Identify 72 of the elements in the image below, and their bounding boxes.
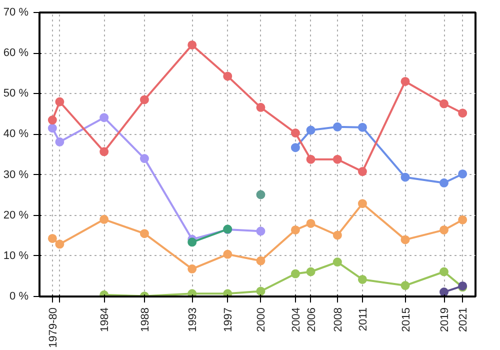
point [306, 154, 316, 164]
point [140, 229, 149, 238]
y-tick-label: 20 % [3, 209, 29, 222]
point [358, 199, 367, 208]
point [290, 225, 300, 234]
point [458, 108, 468, 118]
x-tick-label: 2008 [332, 307, 344, 332]
point [48, 116, 57, 125]
y-tick-label: 30 % [3, 168, 29, 181]
x-tick-label: 2000 [256, 307, 268, 332]
point [100, 147, 109, 156]
y-tick-label: 60 % [3, 47, 29, 60]
point [332, 258, 342, 267]
point [290, 143, 300, 152]
y-tick-label: 0 % [10, 290, 29, 302]
x-tick-label: 1984 [99, 307, 112, 332]
point [223, 72, 232, 81]
point [55, 137, 64, 146]
x-tick-label: 2021 [458, 307, 470, 332]
point [188, 289, 197, 296]
point [140, 95, 149, 104]
point [306, 126, 316, 135]
x-tick-label: 2015 [400, 307, 412, 332]
point [440, 267, 449, 276]
x-tick-label: 1988 [139, 307, 152, 332]
point [458, 169, 468, 178]
point [332, 230, 342, 240]
point [48, 124, 57, 133]
point [440, 225, 449, 234]
point [48, 234, 57, 243]
x-tick-label: 1979-80 [47, 307, 60, 348]
point [440, 288, 449, 296]
point [358, 167, 367, 176]
point [290, 128, 300, 138]
point [332, 154, 342, 164]
point [100, 113, 109, 122]
x-tick-label: 2019 [439, 307, 452, 332]
y-tick-label: 70 % [3, 6, 29, 18]
point [332, 122, 342, 132]
point [290, 269, 300, 278]
point [100, 214, 109, 224]
point [256, 226, 266, 236]
point [188, 238, 197, 247]
point [188, 40, 197, 50]
point [55, 240, 64, 249]
point [306, 218, 316, 228]
point [256, 190, 266, 200]
point [140, 154, 149, 164]
point [400, 76, 410, 86]
y-tick-label: 10 % [3, 250, 29, 262]
point [256, 256, 266, 266]
x-tick-label: 1997 [222, 307, 235, 332]
point [55, 97, 64, 106]
point [400, 235, 410, 244]
x-tick-label: 2011 [357, 308, 370, 332]
y-tick-label: 50 % [3, 88, 29, 100]
point [358, 122, 367, 132]
point [256, 286, 266, 296]
point [256, 102, 266, 112]
point [223, 250, 232, 259]
point [400, 281, 410, 290]
point [440, 99, 449, 108]
point [440, 178, 449, 188]
point [358, 274, 367, 284]
y-tick-label: 40 % [3, 128, 29, 140]
point [188, 264, 197, 274]
point [458, 215, 468, 224]
x-tick-label: 1993 [187, 307, 200, 332]
x-tick-label: 2006 [306, 307, 318, 332]
point [306, 267, 316, 276]
point [400, 172, 410, 182]
x-tick-label: 2004 [290, 307, 302, 332]
